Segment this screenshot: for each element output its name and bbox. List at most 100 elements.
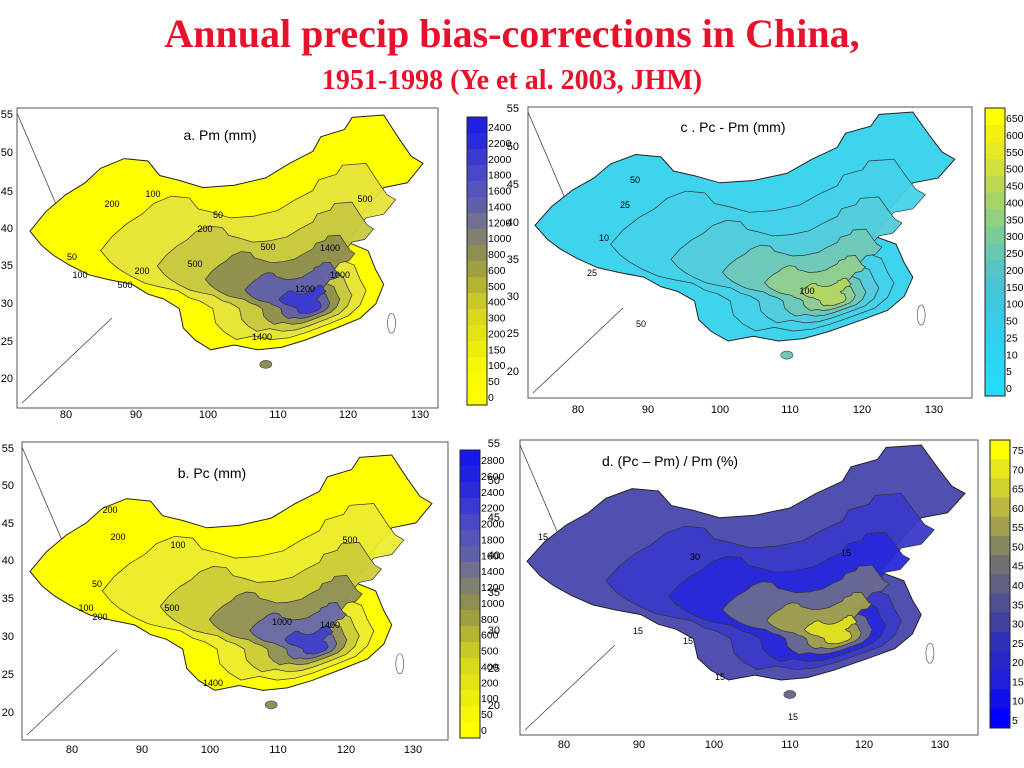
y-tick-label: 50 <box>2 480 14 492</box>
colorbar-swatch <box>467 197 487 214</box>
frame-diagonal <box>21 446 68 553</box>
x-tick-label: 90 <box>130 409 142 421</box>
x-tick-label: 120 <box>855 739 873 751</box>
colorbar-swatch <box>460 578 480 595</box>
colorbar-label: 650 <box>1006 113 1024 125</box>
contour-label: 100 <box>170 540 185 550</box>
colorbar-swatch <box>990 440 1010 460</box>
y-tick-label: 50 <box>488 475 500 487</box>
contour-label: 200 <box>102 505 117 515</box>
contour-label: 15 <box>788 712 798 722</box>
colorbar-swatch <box>985 243 1005 261</box>
colorbar-label: 0 <box>1006 383 1012 395</box>
colorbar-label: 200 <box>1006 265 1024 277</box>
panel-title: d. (Pc – Pm) / Pm (%) <box>602 453 738 469</box>
y-tick-label: 55 <box>2 443 14 455</box>
colorbar-swatch <box>467 389 487 406</box>
colorbar-swatch <box>460 466 480 483</box>
colorbar-swatch <box>467 245 487 262</box>
map-contour-band <box>278 285 327 314</box>
colorbar-swatch <box>460 594 480 611</box>
x-tick-label: 100 <box>199 409 217 421</box>
colorbar-label: 450 <box>1006 181 1024 193</box>
colorbar-swatch <box>990 574 1010 595</box>
colorbar-label: 2000 <box>481 519 505 531</box>
contour-label: 1400 <box>320 620 340 630</box>
contour-label: 200 <box>92 612 107 622</box>
y-tick-label: 25 <box>2 669 14 681</box>
colorbar-swatch <box>990 459 1010 479</box>
colorbar-label: 30 <box>1012 619 1024 631</box>
colorbar-swatch <box>985 294 1005 312</box>
colorbar-label: 5 <box>1012 715 1018 727</box>
colorbar-label: 1800 <box>481 534 505 546</box>
colorbar-swatch <box>985 226 1005 245</box>
colorbar-label: 10 <box>1006 349 1018 361</box>
y-tick-label: 20 <box>488 700 500 712</box>
contour-label: 500 <box>117 280 132 290</box>
map-contour-band <box>800 277 852 307</box>
colorbar-label: 2200 <box>481 503 505 515</box>
contour-label: 1200 <box>295 284 315 294</box>
colorbar-label: 600 <box>1006 130 1024 142</box>
colorbar-label: 35 <box>1012 599 1024 611</box>
colorbar-label: 20 <box>1012 657 1024 669</box>
colorbar-swatch <box>990 536 1010 556</box>
x-tick-label: 110 <box>781 739 799 751</box>
colorbar-swatch <box>460 546 480 563</box>
colorbar-swatch <box>985 158 1005 177</box>
x-tick-label: 110 <box>269 409 287 421</box>
colorbar-swatch <box>985 345 1005 363</box>
x-tick-label: 80 <box>558 739 570 751</box>
x-tick-label: 110 <box>781 404 799 416</box>
y-tick-label: 20 <box>2 707 14 719</box>
colorbar-swatch <box>990 593 1010 614</box>
colorbar-label: 25 <box>1012 638 1024 650</box>
x-tick-label: 90 <box>136 744 148 756</box>
y-tick-label: 25 <box>507 328 519 340</box>
colorbar-label: 1400 <box>481 566 505 578</box>
contour-label: 200 <box>110 532 125 542</box>
colorbar-swatch <box>467 117 487 134</box>
colorbar-label: 2800 <box>481 455 505 467</box>
page-title: Annual precip bias-corrections in China, <box>164 11 860 56</box>
colorbar-swatch <box>460 706 480 723</box>
contour-label: 30 <box>690 552 700 562</box>
colorbar-swatch <box>460 498 480 515</box>
colorbar-label: 40 <box>1012 580 1024 592</box>
colorbar-label: 1000 <box>488 233 512 245</box>
contour-label: 25 <box>587 268 597 278</box>
colorbar-label: 2000 <box>488 154 512 166</box>
colorbar-swatch <box>460 562 480 579</box>
colorbar-swatch <box>985 141 1005 160</box>
y-tick-label: 40 <box>507 217 519 229</box>
colorbar-label: 1600 <box>488 186 512 198</box>
island-hainan <box>780 350 794 360</box>
colorbar-label: 100 <box>488 360 506 372</box>
contour-label: 15 <box>683 636 693 646</box>
colorbar-frame <box>984 107 1006 397</box>
colorbar-swatch <box>985 209 1005 228</box>
colorbar-label: 2400 <box>488 122 512 134</box>
colorbar-swatch <box>460 482 480 499</box>
colorbar-swatch <box>990 670 1010 691</box>
colorbar-swatch <box>990 651 1010 671</box>
colorbar-swatch <box>985 362 1005 380</box>
colorbar-label: 50 <box>1012 541 1024 553</box>
contour-label: 1400 <box>203 678 223 688</box>
y-tick-label: 45 <box>488 512 500 524</box>
y-tick-label: 30 <box>2 631 14 643</box>
y-tick-label: 50 <box>1 147 13 159</box>
colorbar-label: 15 <box>1012 676 1024 688</box>
contour-label: 15 <box>633 626 643 636</box>
colorbar-swatch <box>985 260 1005 278</box>
colorbar-label: 300 <box>488 313 506 325</box>
colorbar-label: 100 <box>1006 299 1024 311</box>
y-tick-label: 45 <box>2 518 14 530</box>
colorbar-label: 25 <box>1006 332 1018 344</box>
frame-diagonal <box>26 649 118 736</box>
colorbar-swatch <box>990 708 1010 729</box>
island-hainan <box>259 359 273 369</box>
